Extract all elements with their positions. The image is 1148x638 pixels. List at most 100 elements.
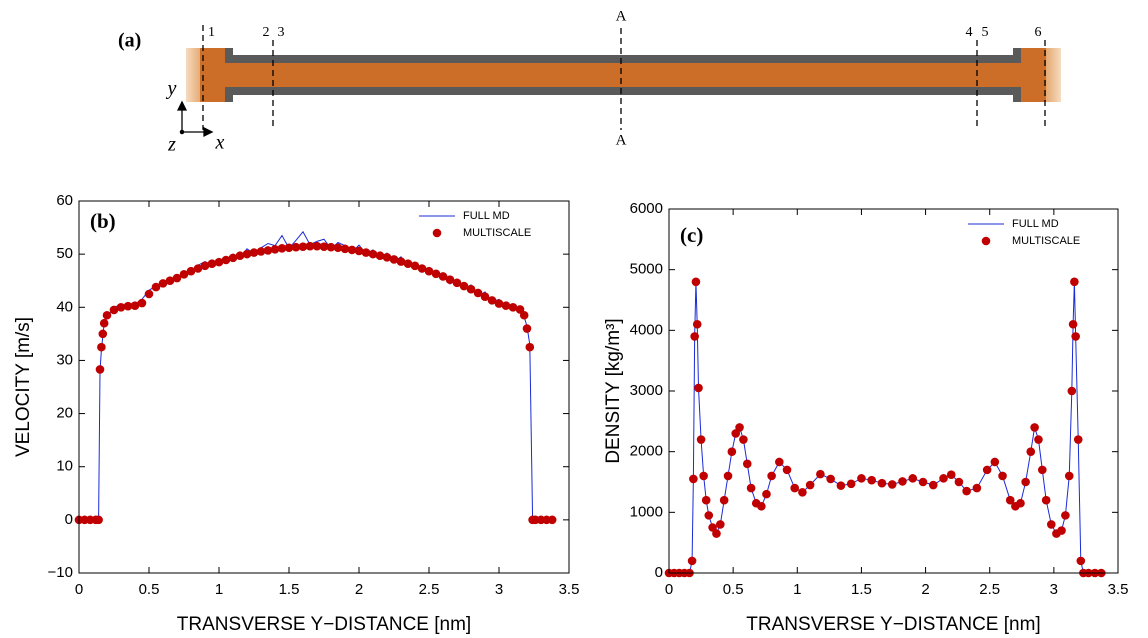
- panel-label: (c): [680, 223, 703, 247]
- x-tick-label: 3: [495, 581, 503, 598]
- plot: 0 0.5 1 1.5 2 2.5 3 3.5−100102030405060TRANSVER…: [13, 192, 579, 635]
- x-tick-label: 0.5: [139, 581, 160, 598]
- data-point: [1005, 495, 1015, 505]
- data-point: [109, 305, 119, 315]
- data-point: [354, 246, 364, 256]
- axis-symbol: x: [215, 132, 225, 154]
- data-point: [256, 247, 266, 256]
- data-point: [1061, 511, 1070, 520]
- data-point: [918, 477, 928, 487]
- data-point: [1071, 332, 1080, 341]
- data-point: [519, 310, 529, 320]
- data-point: [716, 520, 725, 529]
- data-point: [928, 480, 938, 490]
- data-point: [116, 302, 126, 312]
- y-tick-label: 4000: [630, 321, 663, 338]
- data-line: [79, 230, 553, 521]
- y-axis-label: DENSITY [kg/m³]: [603, 318, 624, 463]
- section-label: 4: [966, 25, 973, 40]
- y-tick-label: −10: [48, 564, 73, 581]
- arrow-head: [176, 100, 188, 111]
- y-tick-label: 6000: [630, 200, 663, 217]
- data-point: [445, 275, 455, 284]
- data-point: [1070, 277, 1079, 287]
- legend-label: MULTISCALE: [463, 227, 531, 239]
- data-point: [459, 281, 469, 291]
- data-point: [417, 264, 427, 273]
- data-point: [494, 299, 504, 308]
- data-point: [746, 483, 756, 493]
- data-point: [480, 292, 490, 301]
- data-point: [165, 276, 175, 286]
- data-point: [908, 474, 918, 483]
- data-point: [403, 259, 413, 269]
- section-lines: [202, 25, 1046, 130]
- data-point: [1067, 386, 1077, 396]
- data-point: [712, 529, 721, 538]
- fluid: [1021, 48, 1046, 102]
- x-tick-label: 0: [75, 581, 83, 598]
- data-point: [898, 477, 907, 486]
- plot-frame: [78, 200, 570, 574]
- data-point: [798, 488, 807, 497]
- data-point: [487, 296, 497, 305]
- y-tick-label: 20: [56, 405, 73, 422]
- data-point: [522, 324, 532, 333]
- y-tick-label: 40: [56, 298, 73, 315]
- data-point: [501, 301, 511, 310]
- data-point: [998, 471, 1007, 481]
- data-point: [877, 478, 887, 488]
- data-point: [431, 269, 441, 279]
- data-point: [735, 423, 744, 432]
- data-point: [739, 435, 748, 444]
- data-point: [389, 255, 399, 264]
- legend-marker: [432, 228, 442, 238]
- data-point: [99, 318, 109, 328]
- cut-label: A: [616, 132, 627, 148]
- data-point: [95, 365, 105, 374]
- legend-label: FULL MD: [463, 210, 510, 222]
- data-point: [438, 272, 448, 281]
- fluid: [200, 63, 1046, 87]
- x-tick-label: 3: [1050, 581, 1058, 598]
- data-point: [284, 243, 294, 253]
- x-tick-label: 2: [921, 581, 929, 598]
- data-point: [242, 249, 252, 259]
- data-point: [291, 242, 301, 252]
- panel-label: (a): [118, 30, 141, 52]
- reservoir-fade: [186, 48, 202, 102]
- data-point: [326, 242, 336, 252]
- fluid: [200, 48, 225, 102]
- data-point: [228, 253, 238, 263]
- data-point: [691, 277, 701, 287]
- y-tick-label: 10: [56, 458, 73, 475]
- data-point: [946, 470, 956, 480]
- data-point: [1046, 520, 1056, 529]
- data-point: [123, 301, 133, 311]
- data-point: [826, 474, 835, 484]
- data-point: [790, 483, 800, 493]
- y-tick-label: 3000: [630, 382, 663, 399]
- axis-symbol: y: [166, 78, 177, 100]
- data-point: [990, 457, 1000, 467]
- data-point: [508, 302, 518, 312]
- data-point: [382, 253, 392, 262]
- data-point: [547, 515, 557, 525]
- y-tick-label: 30: [56, 351, 73, 368]
- cut-label: A: [616, 8, 627, 24]
- data-point: [723, 471, 733, 481]
- legend-marker: [981, 236, 991, 246]
- section-label: 2: [263, 25, 270, 40]
- reservoir-fade: [1045, 48, 1061, 102]
- data-point: [214, 257, 224, 267]
- x-tick-label: 0: [665, 581, 673, 598]
- data-point: [757, 501, 766, 511]
- data-point: [221, 255, 231, 265]
- y-tick-label: 0: [655, 564, 663, 581]
- data-point: [396, 257, 406, 266]
- data-point: [846, 479, 856, 489]
- data-point: [305, 241, 315, 251]
- data-point: [525, 342, 535, 352]
- data-point: [98, 329, 108, 339]
- x-tick-label: 1: [793, 581, 801, 598]
